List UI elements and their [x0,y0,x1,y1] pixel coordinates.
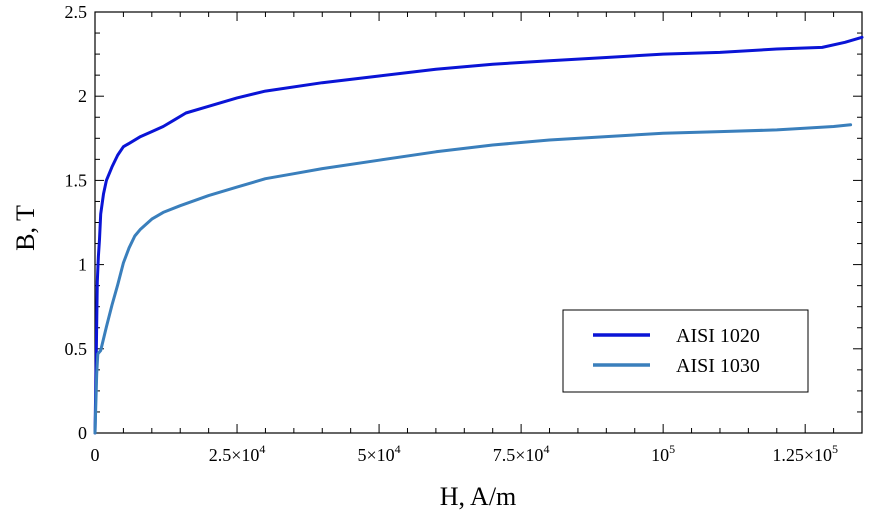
y-axis-label: B, T [11,205,40,251]
x-tick-label: 1.25×105 [772,442,838,465]
x-axis-ticks: 0 2.5×104 5×104 7.5×104 105 1.25×105 [91,12,863,465]
y-tick-label: 0 [78,423,87,443]
x-tick-label-exponent: 5 [669,442,675,456]
y-tick-label: 2 [78,86,87,106]
x-tick-label-mantissa: 5×10 [357,445,394,465]
x-tick-label-mantissa: 7.5×10 [493,445,544,465]
legend-label-aisi-1030: AISI 1030 [676,355,760,377]
x-tick-label: 5×104 [357,442,400,465]
x-tick-label-mantissa: 2.5×10 [209,445,260,465]
y-axis-ticks: 0 0.5 1 1.5 2 2.5 [65,2,862,443]
x-axis-label: H, A/m [440,482,517,511]
x-tick-label-mantissa: 1.25×10 [772,445,832,465]
x-tick-label-exponent: 4 [259,442,265,456]
x-tick-label: 2.5×104 [209,442,266,465]
x-tick-label-exponent: 4 [543,442,549,456]
y-tick-label: 2.5 [65,2,88,22]
y-tick-label: 1.5 [65,170,88,190]
x-tick-label: 0 [91,445,100,465]
x-tick-label: 105 [651,442,675,465]
series-line-aisi-1030 [93,123,853,435]
legend: AISI 1020 AISI 1030 [562,309,809,393]
series-layer [93,35,864,435]
x-tick-label: 7.5×104 [493,442,550,465]
y-tick-label: 0.5 [65,339,88,359]
x-tick-label-exponent: 5 [832,442,838,456]
legend-label-aisi-1020: AISI 1020 [676,325,760,347]
x-tick-label-mantissa: 10 [651,445,669,465]
legend-box [562,309,809,393]
y-tick-label: 1 [78,255,87,275]
series-line-aisi-1020 [93,35,864,435]
x-tick-label-exponent: 4 [395,442,401,456]
